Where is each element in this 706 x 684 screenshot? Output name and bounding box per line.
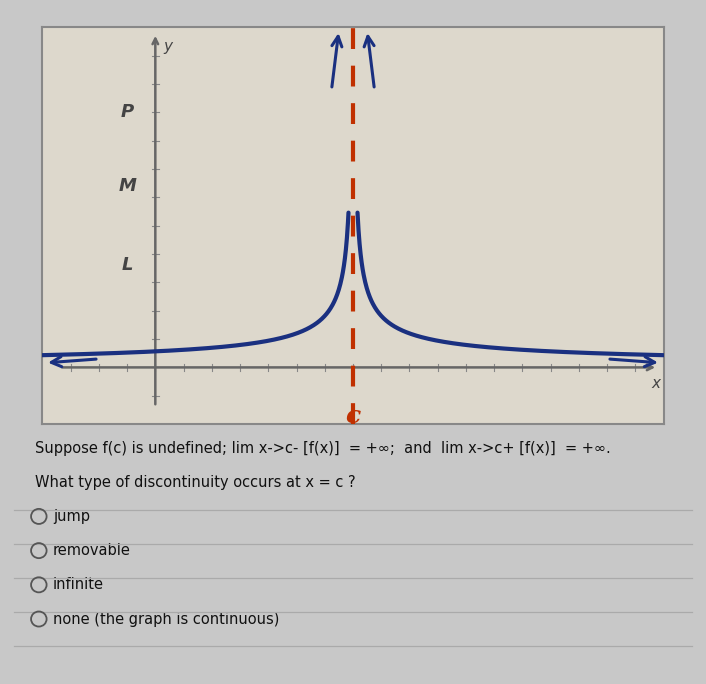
Text: removable: removable <box>53 543 131 558</box>
Text: L: L <box>121 256 133 274</box>
Text: x: x <box>652 376 661 391</box>
Text: Suppose f(c) is undefined; lim x->c- [f(x)]  = +∞;  and  lim x->c+ [f(x)]  = +∞.: Suppose f(c) is undefined; lim x->c- [f(… <box>35 441 611 456</box>
Text: c: c <box>345 404 361 428</box>
Text: M: M <box>118 177 136 195</box>
Text: y: y <box>164 39 173 54</box>
Text: What type of discontinuity occurs at x = c ?: What type of discontinuity occurs at x =… <box>35 475 356 490</box>
Text: jump: jump <box>53 509 90 524</box>
Text: P: P <box>121 103 133 121</box>
Text: none (the graph is continuous): none (the graph is continuous) <box>53 611 280 627</box>
Text: infinite: infinite <box>53 577 104 592</box>
